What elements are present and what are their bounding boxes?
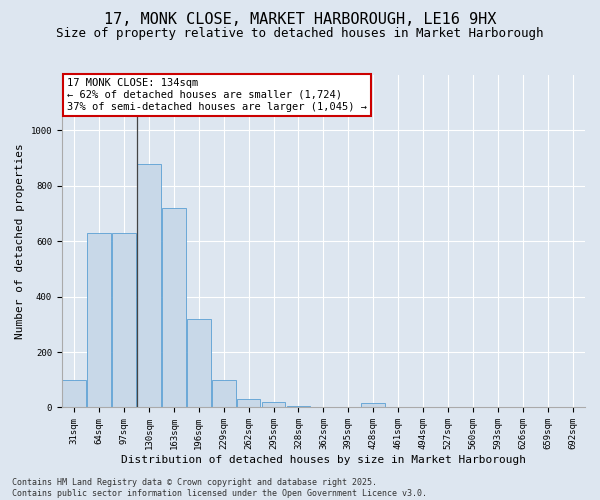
Bar (212, 380, 236, 407)
X-axis label: Distribution of detached houses by size in Market Harborough: Distribution of detached houses by size … (121, 455, 526, 465)
Bar (112, 233, 136, 408)
Bar (361, 404, 385, 407)
Bar (162, 208, 186, 408)
Text: Contains HM Land Registry data © Crown copyright and database right 2025.
Contai: Contains HM Land Registry data © Crown c… (12, 478, 427, 498)
Text: Size of property relative to detached houses in Market Harborough: Size of property relative to detached ho… (56, 28, 544, 40)
Text: 17 MONK CLOSE: 134sqm
← 62% of detached houses are smaller (1,724)
37% of semi-d: 17 MONK CLOSE: 134sqm ← 62% of detached … (67, 78, 367, 112)
Bar (88, 233, 111, 408)
Bar (262, 402, 286, 407)
Bar (137, 164, 161, 408)
Bar (237, 399, 260, 407)
Bar (62, 380, 86, 407)
Bar (187, 319, 211, 408)
Bar (287, 406, 310, 407)
Y-axis label: Number of detached properties: Number of detached properties (15, 144, 25, 339)
Text: 17, MONK CLOSE, MARKET HARBOROUGH, LE16 9HX: 17, MONK CLOSE, MARKET HARBOROUGH, LE16 … (104, 12, 496, 28)
